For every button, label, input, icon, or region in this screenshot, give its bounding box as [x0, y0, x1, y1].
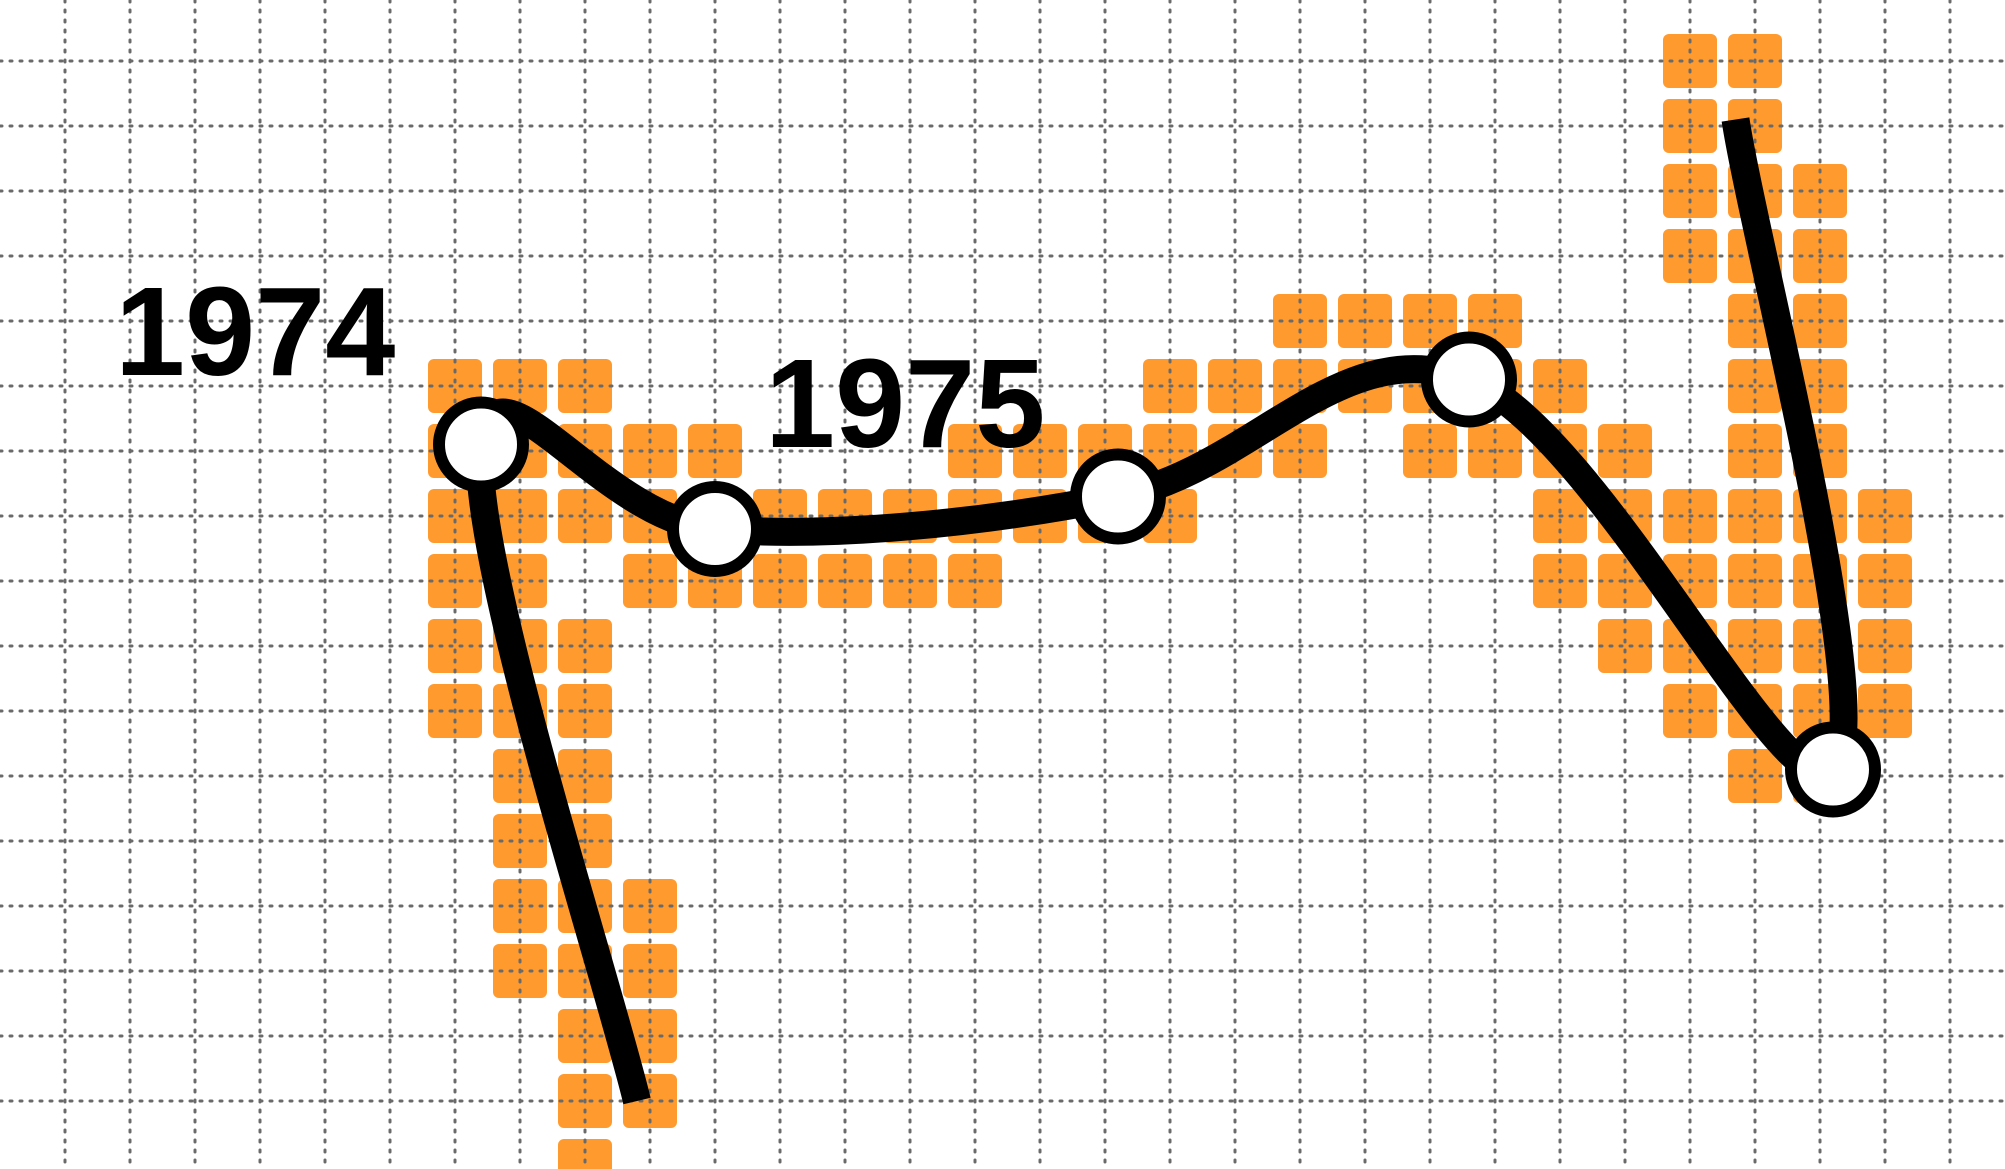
pixel-cell	[1208, 359, 1262, 413]
data-point-marker	[1785, 721, 1881, 818]
pixel-cell	[1858, 489, 1912, 543]
annotation-labels: 1974 1975	[115, 261, 1045, 474]
pixel-cell	[1728, 489, 1782, 543]
pixel-cell	[428, 619, 482, 673]
pixel-cell	[1728, 359, 1782, 413]
annotation-1974: 1974	[115, 261, 395, 402]
data-point-marker	[433, 396, 529, 493]
data-point-marker	[667, 481, 763, 577]
pixel-cell	[428, 489, 482, 543]
pixel-cell	[558, 749, 612, 803]
pixel-cell	[1728, 619, 1782, 673]
series-line	[466, 117, 1858, 1105]
pixel-cell	[558, 359, 612, 413]
pixel-cell	[558, 489, 612, 543]
point-markers	[433, 331, 1881, 818]
data-point-marker	[1421, 331, 1517, 428]
pixel-cell	[1858, 619, 1912, 673]
pixel-cell	[558, 1139, 612, 1169]
pixel-cell	[558, 619, 612, 673]
annotation-1975: 1975	[765, 333, 1045, 474]
pixel-cell	[558, 1009, 612, 1063]
pixel-cell	[1598, 619, 1652, 673]
series-path	[466, 117, 1858, 1105]
data-point-marker	[1070, 448, 1166, 545]
pixel-cell	[1728, 749, 1782, 803]
